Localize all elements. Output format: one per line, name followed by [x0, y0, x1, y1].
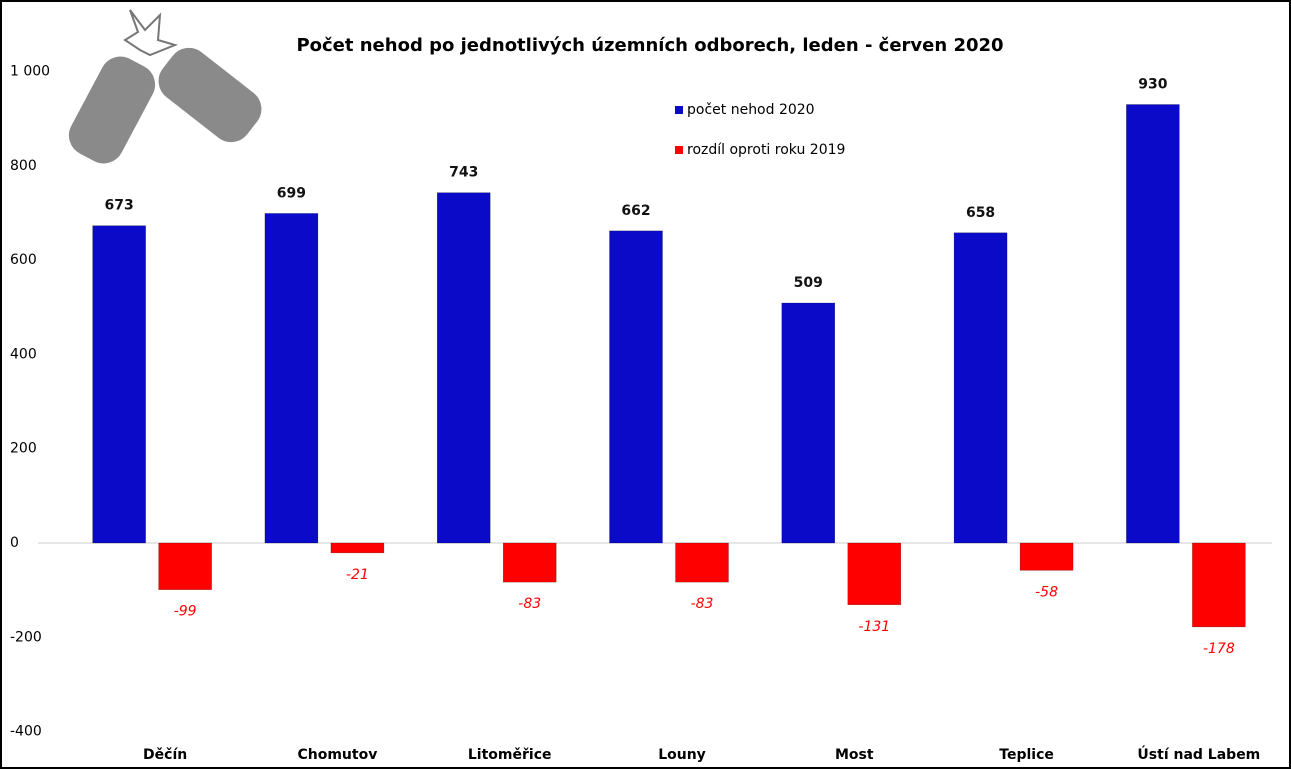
data-label: 930: [1138, 77, 1167, 93]
x-tick-label: Chomutov: [297, 747, 377, 763]
bar: [1019, 542, 1074, 571]
data-label: -58: [1035, 584, 1058, 600]
bar: [675, 542, 729, 583]
data-label: -83: [691, 596, 714, 612]
data-label: -178: [1203, 641, 1235, 657]
bar: [1126, 104, 1180, 544]
data-label: 658: [966, 205, 995, 221]
bar: [158, 542, 212, 590]
bar: [436, 192, 491, 544]
y-tick-label: 1 000: [10, 64, 50, 80]
bar: [953, 232, 1008, 544]
chart-title: Počet nehod po jednotlivých územních odb…: [296, 35, 1003, 56]
data-label: 662: [621, 203, 650, 219]
y-tick-label: -200: [10, 629, 42, 645]
y-tick-label: 800: [10, 158, 37, 174]
bar: [92, 225, 146, 544]
data-label: -21: [346, 567, 369, 583]
legend-label: počet nehod 2020: [687, 102, 815, 118]
x-tick-label: Děčín: [143, 747, 187, 763]
bar: [781, 302, 836, 544]
y-tick-label: 200: [10, 441, 37, 457]
x-tick-label: Teplice: [999, 747, 1054, 763]
bar: [1192, 542, 1246, 628]
bar: [847, 542, 902, 606]
bar: [264, 213, 319, 544]
x-tick-label: Most: [835, 747, 874, 763]
legend-swatch: [675, 146, 683, 154]
y-tick-label: -400: [10, 724, 42, 740]
legend-swatch: [675, 106, 683, 114]
data-label: 699: [277, 185, 306, 201]
data-label: 673: [105, 198, 134, 214]
car-icon: [65, 9, 265, 167]
x-tick-label: Litoměřice: [468, 747, 552, 763]
data-label: 743: [449, 165, 478, 181]
x-tick-label: Louny: [658, 747, 706, 763]
data-label: -83: [518, 596, 541, 612]
data-label: 509: [794, 275, 823, 291]
bar: [330, 542, 385, 554]
data-label: -131: [858, 619, 890, 635]
bar: [502, 542, 557, 583]
bar: [609, 230, 663, 544]
y-tick-label: 600: [10, 252, 37, 268]
legend-label: rozdíl oproti roku 2019: [687, 142, 845, 158]
x-tick-label: Ústí nad Labem: [1137, 745, 1260, 763]
y-tick-label: 400: [10, 346, 37, 362]
data-label: -99: [174, 604, 197, 620]
y-tick-label: 0: [10, 535, 19, 551]
